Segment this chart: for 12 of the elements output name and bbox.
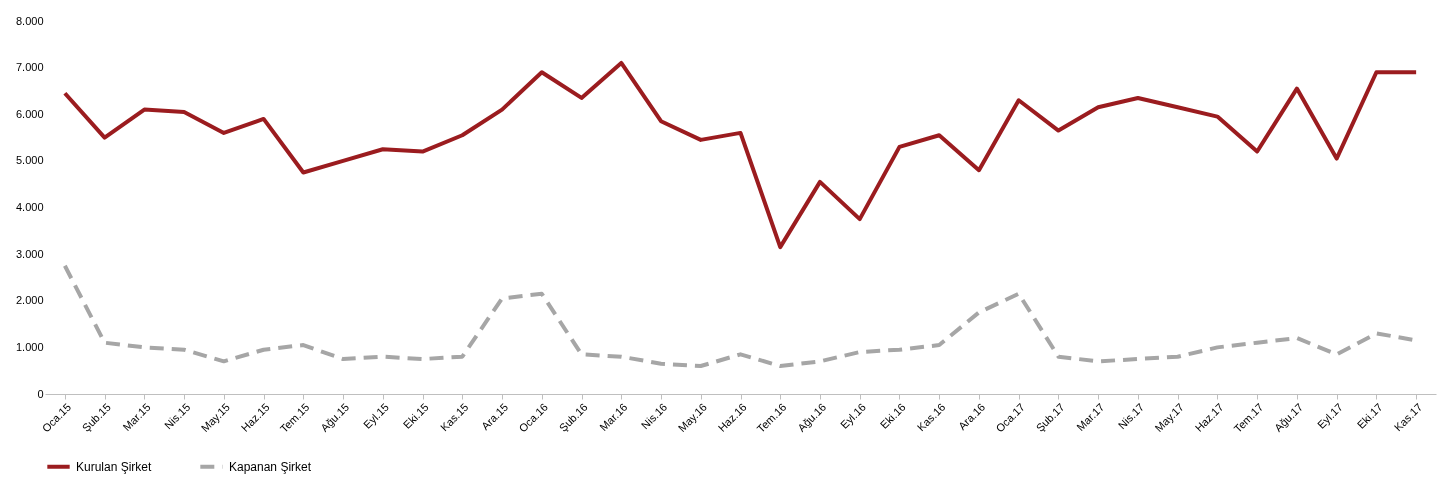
legend-label: Kurulan Şirket xyxy=(76,459,153,474)
y-tick-label: 6.000 xyxy=(15,107,44,120)
y-tick-label: 3.000 xyxy=(15,247,44,260)
y-tick-label: 5.000 xyxy=(15,154,44,167)
y-tick-label: 4.000 xyxy=(15,201,44,213)
y-tick-label: 8.000 xyxy=(15,14,44,27)
y-tick-label: 7.000 xyxy=(15,61,44,74)
y-tick-label: 0 xyxy=(37,387,44,400)
y-tick-label: 1.000 xyxy=(15,340,44,353)
y-tick-label: 2.000 xyxy=(15,294,44,307)
legend-label: Kapanan Şirket xyxy=(229,459,312,474)
line-series xyxy=(62,60,1419,250)
